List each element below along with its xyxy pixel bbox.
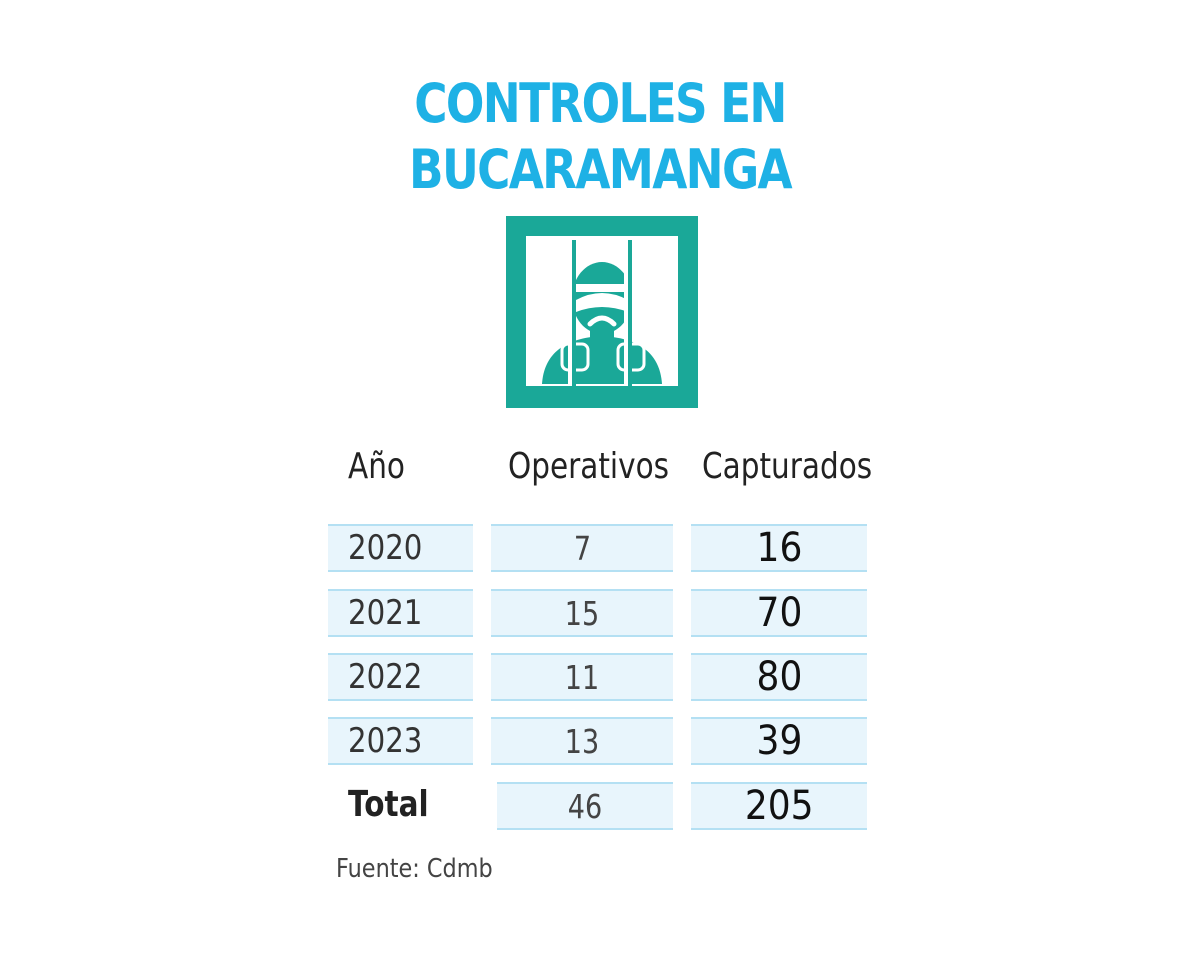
table-cell-year: 2022 <box>328 653 473 701</box>
table-cell-capturados: 80 <box>691 653 867 701</box>
title-line-1: CONTROLES EN <box>414 72 787 135</box>
operativos-value: 7 <box>573 528 591 568</box>
operativos-value: 13 <box>564 721 600 761</box>
table-cell-year: 2023 <box>328 717 473 765</box>
total-operativos-cell: 46 <box>497 782 673 830</box>
year-value: 2023 <box>348 721 423 761</box>
capturados-value: 70 <box>756 590 802 636</box>
total-operativos-value: 46 <box>567 786 603 826</box>
column-header-year: Año <box>348 446 405 487</box>
table-cell-year: 2020 <box>328 524 473 572</box>
table-cell-capturados: 70 <box>691 589 867 637</box>
table-cell-operativos: 11 <box>491 653 673 701</box>
total-capturados-value: 205 <box>744 783 814 829</box>
year-value: 2022 <box>348 657 423 697</box>
table-cell-capturados: 39 <box>691 717 867 765</box>
column-header-capturados: Capturados <box>702 446 873 487</box>
capturados-value: 39 <box>756 718 802 764</box>
total-label: Total <box>348 784 429 825</box>
operativos-value: 15 <box>564 593 600 633</box>
table-cell-operativos: 7 <box>491 524 673 572</box>
table-cell-operativos: 13 <box>491 717 673 765</box>
capturados-value: 16 <box>756 525 802 571</box>
prisoner-behind-bars-icon <box>506 216 698 408</box>
column-header-operativos: Operativos <box>508 446 670 487</box>
total-capturados-cell: 205 <box>691 782 867 830</box>
year-value: 2021 <box>348 593 423 633</box>
title-line-2: BUCARAMANGA <box>409 138 793 201</box>
table-cell-operativos: 15 <box>491 589 673 637</box>
operativos-value: 11 <box>564 657 600 697</box>
table-cell-year: 2021 <box>328 589 473 637</box>
capturados-value: 80 <box>756 654 802 700</box>
table-cell-capturados: 16 <box>691 524 867 572</box>
year-value: 2020 <box>348 528 423 568</box>
source-note: Fuente: Cdmb <box>336 854 493 884</box>
